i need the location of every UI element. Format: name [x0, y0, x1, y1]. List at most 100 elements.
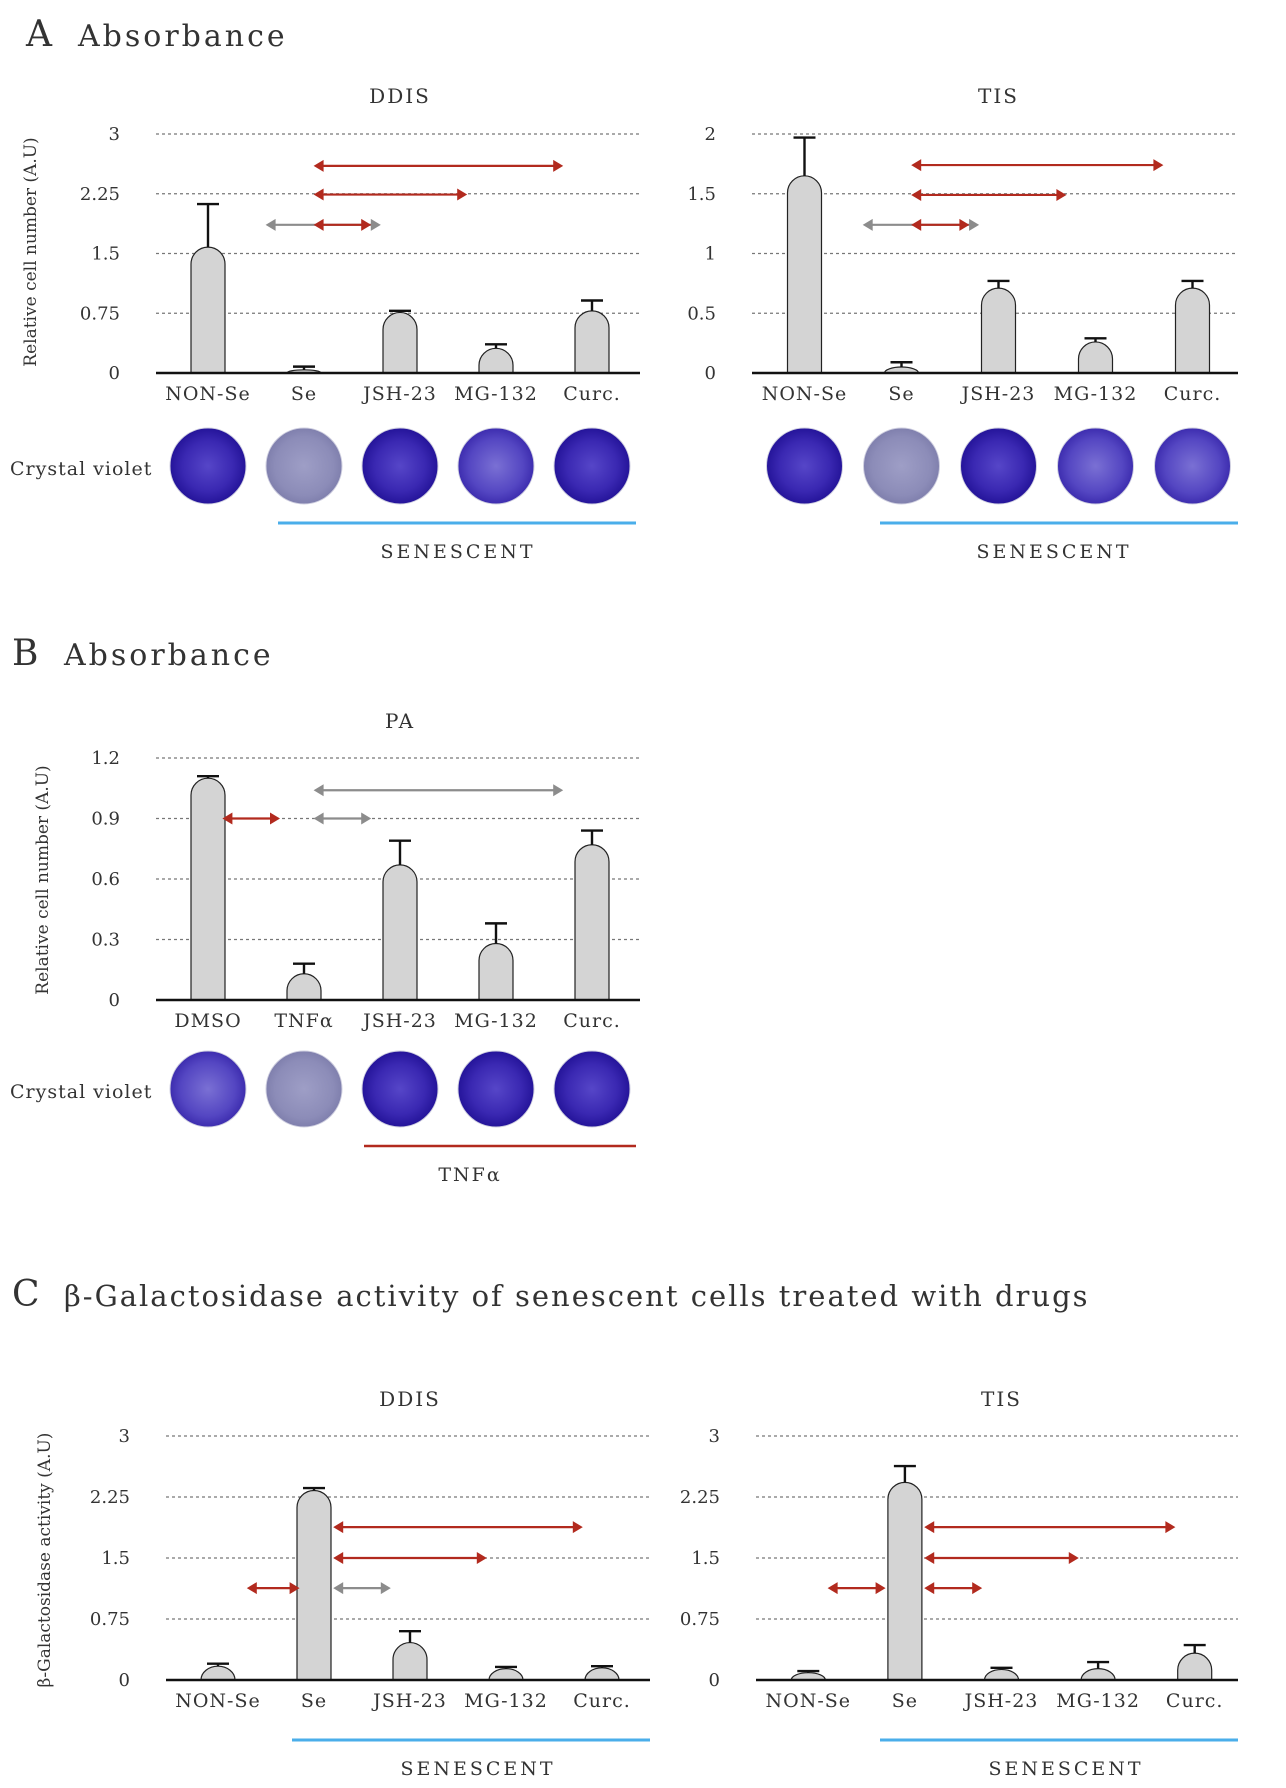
crystal-violet-wells-a-tis — [766, 427, 1231, 505]
section-c-letter: C — [12, 1274, 40, 1315]
bar — [392, 1641, 428, 1681]
arrow-head-left — [911, 159, 922, 172]
arrow-head-left — [333, 1582, 344, 1595]
x-tick-label: Se — [892, 1690, 918, 1712]
arrow-head-right — [370, 218, 381, 231]
bar — [883, 366, 920, 374]
y-tick-label: 0.3 — [91, 930, 120, 951]
y-tick-label: 0.75 — [80, 303, 120, 324]
chart-b-pa: PA Relative cell number (A.U) 0 0.3 0.6 0.9 1.… — [33, 709, 640, 1032]
arrow-head-right — [457, 188, 468, 201]
arrow-head-left — [924, 1552, 935, 1564]
bar — [574, 844, 610, 1001]
x-tick-label: MG-132 — [1054, 383, 1138, 405]
y-tick-label: 2 — [705, 124, 716, 145]
arrow-head-right — [969, 218, 980, 231]
chart-title: TIS — [978, 84, 1019, 108]
arrow-head-right — [476, 1552, 487, 1564]
y-tick-label: 1.2 — [91, 748, 120, 769]
x-tick-label: Se — [888, 383, 914, 405]
crystal-violet-well — [553, 427, 631, 505]
bar — [786, 175, 823, 374]
crystal-violet-well — [863, 427, 940, 505]
chart-title: DDIS — [379, 1387, 441, 1411]
crystal-violet-label-b: Crystal violet — [10, 1081, 152, 1103]
bar — [1080, 1668, 1116, 1681]
x-tick-label: MG-132 — [454, 383, 538, 405]
chart-title: PA — [385, 709, 415, 733]
arrow-head-right — [380, 1582, 391, 1595]
bar — [296, 1489, 332, 1681]
arrow-head-right — [1165, 1521, 1176, 1534]
section-a-title: Absorbance — [77, 19, 288, 54]
crystal-violet-well — [960, 427, 1037, 505]
y-tick-label: 0 — [705, 363, 716, 384]
y-tick-label: 3 — [109, 124, 120, 145]
crystal-violet-wells-a-ddis — [169, 427, 631, 505]
section-b-letter: B — [12, 633, 38, 674]
y-tick-label: 3 — [119, 1426, 130, 1447]
arrow-head-right — [1068, 1552, 1079, 1564]
x-tick-label: JSH-23 — [361, 383, 437, 405]
chart-c-ddis: DDIS β-Galactosidase activity (A.U) 0 0.75 1… — [35, 1387, 650, 1712]
x-tick-label: JSH-23 — [960, 383, 1036, 405]
x-tick-label: Se — [301, 1690, 327, 1712]
chart-c-tis: TIS 0 0.75 1.5 2.25 3 NON-Se Se JSH-23 MG-132 Curc… — [680, 1387, 1238, 1712]
x-tick-label: JSH-23 — [361, 1010, 437, 1032]
x-tick-label: Se — [291, 383, 317, 405]
bar — [1177, 1652, 1213, 1681]
section-c-title: β-Galactosidase activity of senescent ce… — [64, 1279, 1090, 1313]
arrow-head-right — [1056, 188, 1067, 201]
y-tick-label: 0 — [109, 990, 120, 1011]
x-tick-label: MG-132 — [464, 1690, 548, 1712]
y-axis-label: β-Galactosidase activity (A.U) — [35, 1433, 55, 1688]
x-tick-label: MG-132 — [1056, 1690, 1140, 1712]
arrow-head-right — [270, 812, 280, 825]
x-tick-label: DMSO — [174, 1010, 241, 1032]
bar — [790, 1672, 826, 1681]
x-tick-label: Curc. — [563, 383, 621, 405]
chart-title: TIS — [981, 1387, 1022, 1411]
arrow-head-left — [313, 812, 324, 825]
section-b-title: Absorbance — [63, 638, 274, 673]
bar — [574, 310, 610, 374]
x-tick-label: JSH-23 — [963, 1690, 1039, 1712]
crystal-violet-well — [265, 1050, 343, 1128]
arrow-head-right — [361, 218, 372, 231]
crystal-violet-well — [1154, 427, 1231, 505]
section-a-letter: A — [25, 14, 53, 55]
y-tick-label: 1 — [705, 244, 716, 265]
y-tick-label: 0.75 — [90, 1609, 130, 1630]
x-tick-label: NON-Se — [175, 1690, 261, 1712]
arrow-head-right — [875, 1582, 886, 1595]
arrow-head-left — [313, 218, 324, 231]
crystal-violet-well — [169, 1050, 247, 1128]
bar — [1077, 341, 1114, 374]
arrow-head-left — [911, 188, 922, 201]
y-tick-label: 0.75 — [680, 1609, 720, 1630]
arrow-head-left — [313, 159, 324, 172]
arrow-head-right — [959, 218, 970, 231]
arrow-head-right — [553, 784, 564, 797]
chart-a-ddis: DDIS Relative cell number (A.U) 0 0.75 1.5 2.… — [21, 84, 640, 405]
tnf-label-b: TNFα — [438, 1164, 501, 1186]
bar — [382, 864, 418, 1001]
arrow-head-right — [972, 1582, 983, 1595]
arrow-head-left — [333, 1521, 344, 1534]
bar — [200, 1665, 236, 1681]
y-tick-label: 1.5 — [691, 1548, 720, 1569]
x-tick-label: NON-Se — [165, 383, 251, 405]
senescent-label-c-ddis: SENESCENT — [400, 1758, 555, 1780]
arrow-head-right — [553, 159, 564, 172]
arrow-head-left — [246, 1582, 257, 1595]
y-tick-label: 0 — [709, 1670, 720, 1691]
x-tick-label: Curc. — [563, 1010, 621, 1032]
arrow-head-left — [911, 218, 922, 231]
crystal-violet-well — [169, 427, 247, 505]
arrow-head-left — [827, 1582, 838, 1595]
crystal-violet-label-a: Crystal violet — [10, 458, 152, 480]
bar — [190, 246, 226, 374]
arrow-head-left — [862, 218, 873, 231]
x-tick-label: NON-Se — [762, 383, 848, 405]
